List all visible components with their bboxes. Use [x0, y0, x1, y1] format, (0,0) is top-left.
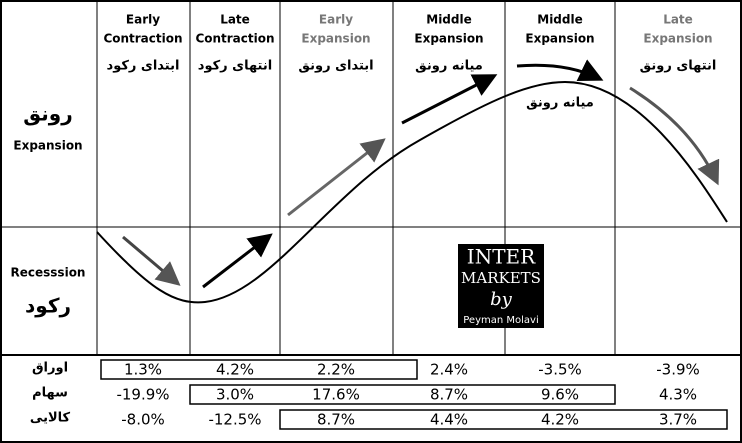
table-cell: 3.0%	[216, 386, 254, 404]
table-cell: -3.9%	[656, 361, 700, 379]
cycle-curve	[96, 80, 728, 304]
table-cell: 2.4%	[430, 361, 468, 379]
table-cell: -19.9%	[116, 386, 169, 404]
table-cell: -3.5%	[538, 361, 582, 379]
recession-fa: رکود	[25, 294, 71, 318]
phase-title: Late	[220, 13, 250, 27]
logo-line: Peyman Molavi	[463, 315, 538, 326]
expansion-en: Expansion	[13, 139, 82, 153]
logo-line: INTER	[467, 245, 536, 269]
phase-title: Expansion	[525, 32, 594, 46]
phase-fa: انتهای رونق	[640, 59, 717, 74]
phase-title: Expansion	[414, 32, 483, 46]
phase-title: Early	[319, 13, 353, 27]
table-cell: 3.7%	[659, 411, 697, 429]
phase-title: Expansion	[643, 32, 712, 46]
phase-title: Early	[126, 13, 160, 27]
table-cell: 4.2%	[216, 361, 254, 379]
table-cell: 4.3%	[659, 386, 697, 404]
table-cell: 8.7%	[317, 411, 355, 429]
phase-fa: ابتدای رکود	[107, 59, 180, 74]
table-cell: -8.0%	[121, 411, 165, 429]
phase-title: Contraction	[103, 32, 182, 46]
phase-fa: میانه رونق	[415, 59, 483, 74]
phase-title: Contraction	[195, 32, 274, 46]
logo-box	[458, 244, 544, 328]
table-cell: 17.6%	[312, 386, 360, 404]
phase-fa: میانه رونق	[526, 96, 594, 111]
grid	[1, 1, 741, 356]
phase-title: Expansion	[301, 32, 370, 46]
row-label: سهام	[32, 386, 68, 401]
table-cell: 1.3%	[124, 361, 162, 379]
table-cell: 4.2%	[541, 411, 579, 429]
arrows	[122, 59, 720, 289]
table-cell: 2.2%	[317, 361, 355, 379]
table-cell: 8.7%	[430, 386, 468, 404]
phase-fa: ابتدای رونق	[298, 59, 373, 74]
table-cell: -12.5%	[208, 411, 261, 429]
row-label: کالایی	[30, 411, 71, 426]
phase-title: Middle	[537, 13, 583, 27]
logo-line: by	[490, 289, 513, 310]
table-cell: 4.4%	[430, 411, 468, 429]
row-label: اوراق	[32, 361, 68, 376]
recession-en: Recesssion	[11, 266, 86, 280]
phase-title: Late	[663, 13, 693, 27]
table-boxes	[100, 359, 728, 430]
phase-title: Middle	[426, 13, 472, 27]
logo-line: MARKETS	[461, 269, 541, 287]
table-cell: 9.6%	[541, 386, 579, 404]
phase-fa: انتهای رکود	[198, 59, 272, 74]
expansion-fa: رونق	[23, 102, 72, 126]
